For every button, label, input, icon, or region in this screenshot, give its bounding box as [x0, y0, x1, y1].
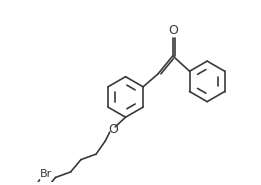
Text: O: O [108, 123, 118, 136]
Text: Br: Br [40, 169, 52, 179]
Text: O: O [168, 24, 178, 37]
